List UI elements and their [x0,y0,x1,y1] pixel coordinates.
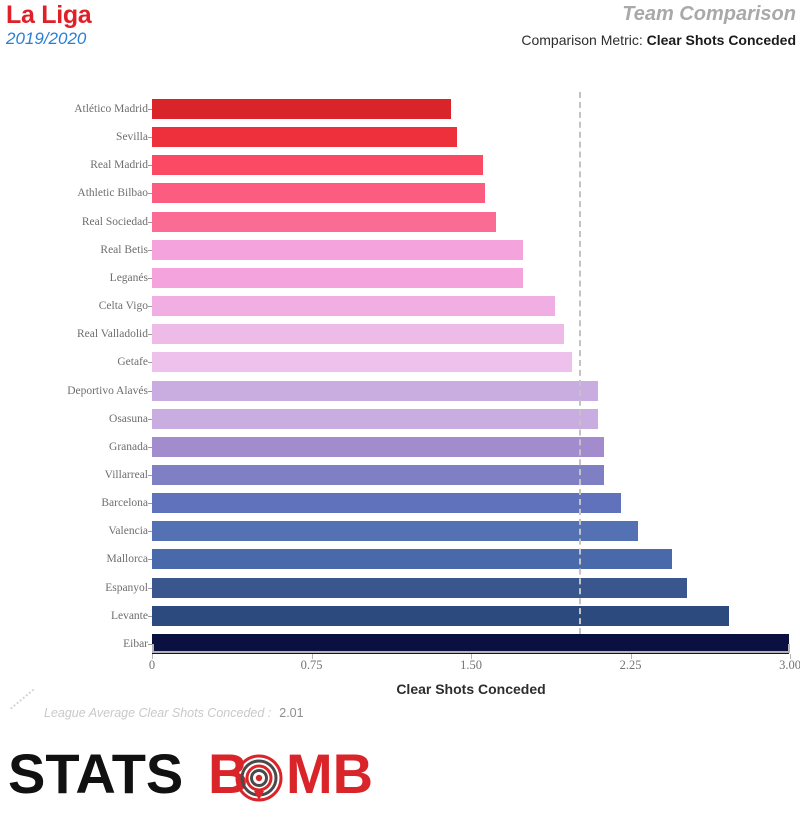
header-left-block: La Liga 2019/2020 [6,1,92,49]
y-axis-category-labels: Atlético Madrid Sevilla Real Madrid Athleti… [0,84,148,664]
x-axis-tick-label: 0.75 [300,658,323,672]
bar [152,407,599,430]
y-axis-tick [148,503,152,505]
x-axis-tick [311,654,313,659]
y-axis-label: Eibar [123,637,148,650]
x-axis-tick-label: 1.50 [460,658,482,672]
y-axis-tick [148,643,152,645]
y-axis-tick [148,137,152,139]
y-axis-tick [148,193,152,195]
bar [152,210,497,233]
y-axis-tick [148,390,152,392]
y-axis-tick [148,531,152,533]
y-axis-label: Leganés [109,271,148,284]
x-axis-tick [790,654,791,659]
league-season: 2019/2020 [6,29,87,48]
bars-container [152,84,790,664]
bar [152,492,622,515]
y-axis-label: Valencia [108,525,148,538]
logo-text-mb: MB [286,745,373,805]
x-axis-tick [471,654,472,659]
bar [152,154,484,177]
bar [152,379,599,402]
y-axis-label: Mallorca [106,553,148,566]
y-axis-tick [148,615,152,617]
y-axis-label: Atlético Madrid [74,103,148,115]
logo-text-stats: STATS [8,745,183,805]
bar [152,435,605,458]
footnote-text: League Average Clear Shots Conceded : [44,706,272,720]
y-axis-tick [148,418,152,420]
y-axis-label: Real Sociedad [81,215,148,228]
y-axis-label: Granada [109,440,148,453]
bar [152,98,452,120]
x-axis-line [152,651,790,653]
chart-header: La Liga 2019/2020 Team Comparison Compar… [0,0,800,58]
x-axis-end-cap [152,644,154,651]
y-axis-tick [148,587,152,589]
bar [152,295,557,318]
bomb-target-icon [235,754,283,802]
y-axis-tick [148,249,152,251]
y-axis-label: Celta Vigo [98,300,148,313]
x-axis-tick [152,654,153,659]
bar [152,182,486,205]
y-axis-tick [148,446,152,448]
league-title: La Liga [6,1,92,29]
bar [152,126,459,149]
y-axis-tick [148,277,152,279]
bar [152,604,731,627]
bar [152,323,565,346]
bar [152,520,639,543]
metric-label: Comparison Metric: [521,32,643,48]
x-axis-tick [630,654,632,659]
x-axis-tick-label: 2.25 [619,658,642,672]
y-axis-tick [148,334,152,336]
y-axis-tick [148,474,152,476]
bar [152,351,574,374]
y-axis-label: Getafe [117,356,148,369]
x-axis-end-cap [788,644,790,651]
bar [152,266,525,289]
y-axis-label: Athletic Bilbao [77,187,148,200]
bar [152,576,688,599]
y-axis-label: Levante [110,609,148,622]
x-axis-tick-label: 0 [148,658,156,672]
league-average-reference-line [579,92,582,634]
y-axis-label: Barcelona [101,497,148,510]
plot-area: Atlético Madrid Sevilla Real Madrid Athleti… [0,84,800,697]
y-axis-label: Real Betis [100,243,148,256]
footnote-value: 2.01 [279,706,304,720]
x-axis-tick-label: 3.00 [779,658,800,672]
y-axis-label: Espanyol [105,581,148,594]
y-axis-label: Osasuna [109,412,148,425]
y-axis-label: Real Madrid [90,159,148,172]
dotted-line-icon [10,707,36,719]
y-axis-tick [148,362,152,364]
y-axis-label: Deportivo Alavés [67,384,148,397]
y-axis-tick [148,109,152,110]
metric-line: Comparison Metric: Clear Shots Conceded [521,30,796,50]
y-axis-tick [148,165,152,167]
metric-value: Clear Shots Conceded [646,32,796,48]
statsbomb-logo: STATS B MB [8,745,388,807]
y-axis-tick [148,306,152,308]
y-axis-tick [148,221,152,223]
y-axis-label: Real Valladolid [76,328,148,341]
chart-footnote: League Average Clear Shots Conceded : 2.… [10,702,304,724]
y-axis-tick [148,559,152,561]
header-right-block: Team Comparison Comparison Metric: Clear… [521,2,796,50]
bar [152,238,525,261]
x-axis-title: Clear Shots Conceded [396,681,546,697]
chart-kicker: Team Comparison [622,3,796,25]
statsbomb-logo-svg: STATS B MB [8,745,373,805]
y-axis-label: Villarreal [104,468,148,481]
bar [152,548,674,571]
bar [152,463,605,486]
y-axis-label: Sevilla [116,131,148,144]
